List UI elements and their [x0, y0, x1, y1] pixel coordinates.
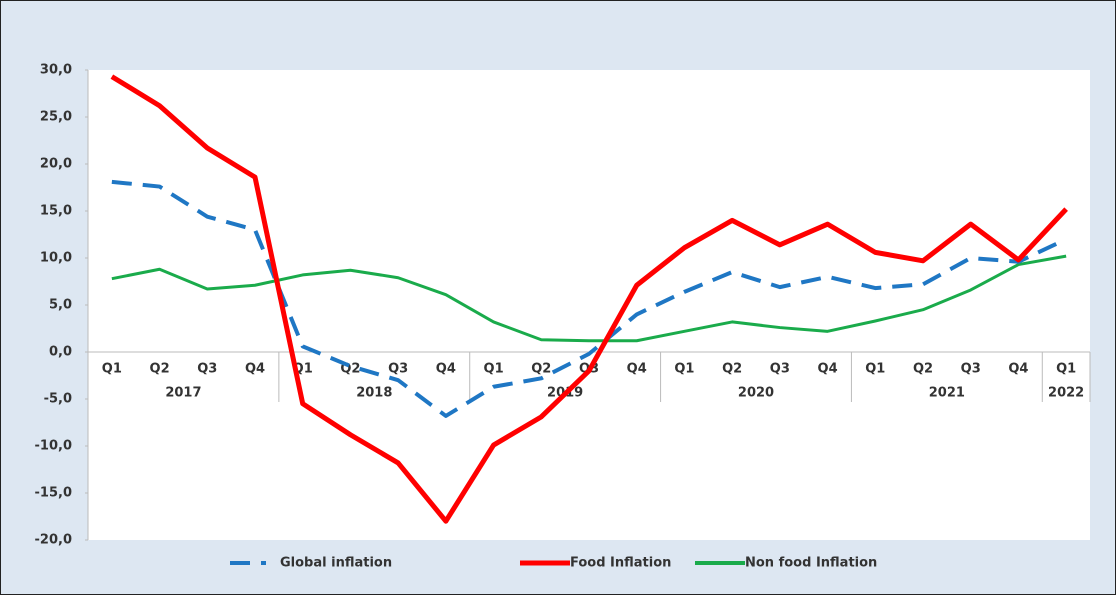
- x-group-label: 2020: [738, 386, 774, 401]
- y-tick-label: 5,0: [49, 298, 72, 313]
- y-tick-label: 10,0: [40, 251, 72, 266]
- x-tick-label: Q2: [150, 362, 170, 377]
- x-tick-label: Q1: [865, 362, 885, 377]
- y-tick-label: -15,0: [35, 486, 72, 501]
- x-tick-label: Q3: [197, 362, 217, 377]
- x-group-label: 2021: [929, 386, 965, 401]
- x-tick-label: Q2: [913, 362, 933, 377]
- y-tick-label: 15,0: [40, 204, 72, 219]
- y-tick-label: -20,0: [35, 533, 72, 548]
- y-tick-label: 0,0: [49, 345, 72, 360]
- series-line: [111, 254, 1067, 343]
- x-group-label: 2017: [165, 386, 201, 401]
- legend-label: Non food Inflation: [745, 556, 877, 571]
- legend-label: Global inflation: [280, 556, 392, 571]
- x-tick-label: Q2: [531, 362, 551, 377]
- plot-area: [88, 70, 1090, 540]
- x-tick-label: Q1: [484, 362, 504, 377]
- y-tick-label: 30,0: [40, 63, 72, 78]
- x-tick-label: Q1: [102, 362, 122, 377]
- series-line: [111, 179, 1067, 418]
- x-group-label: 2018: [356, 386, 392, 401]
- y-tick-label: -10,0: [35, 439, 72, 454]
- x-tick-label: Q1: [1056, 362, 1076, 377]
- x-group-label: 2022: [1048, 386, 1084, 401]
- y-tick-label: 25,0: [40, 110, 72, 125]
- x-tick-label: Q4: [818, 362, 838, 377]
- y-tick-label: -5,0: [44, 392, 72, 407]
- x-tick-label: Q4: [1008, 362, 1028, 377]
- series-line: [110, 74, 1068, 524]
- x-tick-label: Q3: [388, 362, 408, 377]
- y-tick-label: 20,0: [40, 157, 72, 172]
- x-tick-label: Q2: [722, 362, 742, 377]
- legend-label: Food Inflation: [570, 556, 671, 571]
- x-tick-label: Q4: [627, 362, 647, 377]
- x-tick-label: Q3: [961, 362, 981, 377]
- x-tick-label: Q3: [770, 362, 790, 377]
- x-tick-label: Q4: [245, 362, 265, 377]
- x-tick-label: Q4: [436, 362, 456, 377]
- x-tick-label: Q1: [674, 362, 694, 377]
